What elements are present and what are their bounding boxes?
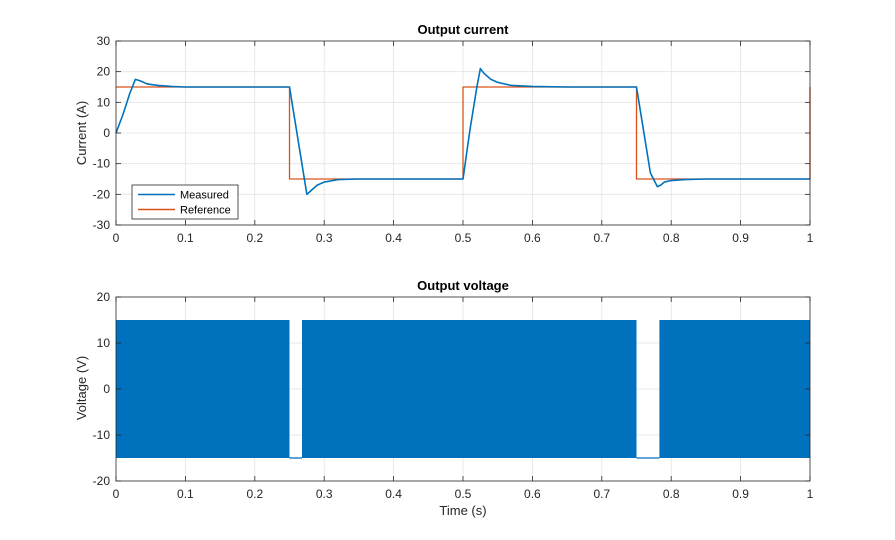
x-tick-label: 0.7	[593, 231, 610, 245]
x-tick-label: 0.6	[524, 231, 541, 245]
y-tick-label: 30	[97, 34, 111, 48]
x-tick-label: 0.3	[316, 231, 333, 245]
x-tick-label: 0.1	[177, 231, 194, 245]
legend-box	[131, 184, 239, 220]
y-tick-label: -20	[93, 474, 111, 488]
voltage-plot-ylabel: Voltage (V)	[74, 356, 89, 420]
x-tick-label: 0.9	[732, 231, 749, 245]
voltage-plot-ticks: 0 0.1 0.2 0.3 0.4 0.5 0.6 0.7 0.8 0.9 1 -20 -10 0 10 20	[93, 290, 814, 501]
pwm-switching-band	[116, 320, 290, 458]
legend-label-measured: Measured	[180, 190, 229, 202]
y-tick-label: 10	[97, 336, 111, 350]
x-tick-label: 0.9	[732, 487, 749, 501]
current-plot-ylabel: Current (A)	[74, 101, 89, 165]
legend-label-reference: Reference	[180, 205, 231, 217]
x-tick-label: 0.2	[246, 231, 263, 245]
current-plot: Output current Current (A) 0 0.1 0.2 0.3 0.4…	[74, 22, 814, 245]
y-tick-label: 0	[103, 382, 110, 396]
x-tick-label: 0	[113, 231, 120, 245]
current-plot-ticks: 0 0.1 0.2 0.3 0.4 0.5 0.6 0.7 0.8 0.9 1 -30 -20 -10 0 1…	[93, 34, 814, 245]
x-tick-label: 0.4	[385, 487, 402, 501]
y-tick-label: 20	[97, 290, 111, 304]
pwm-switching-band	[301, 320, 463, 458]
voltage-plot-title: Output voltage	[417, 278, 509, 293]
x-tick-label: 1	[807, 231, 814, 245]
x-tick-label: 0.7	[593, 487, 610, 501]
current-plot-series	[115, 67, 811, 196]
x-tick-label: 0.8	[663, 487, 680, 501]
pwm-switching-band	[463, 320, 637, 458]
y-tick-label: -10	[93, 428, 111, 442]
x-tick-label: 1	[807, 487, 814, 501]
y-tick-label: 10	[97, 95, 111, 109]
x-tick-label: 0.4	[385, 231, 402, 245]
x-tick-label: 0.5	[455, 231, 472, 245]
x-tick-label: 0.3	[316, 487, 333, 501]
pwm-switching-band	[659, 320, 810, 458]
y-tick-label: -30	[93, 218, 111, 232]
x-tick-label: 0.5	[455, 487, 472, 501]
series-line-measured	[115, 67, 810, 196]
x-tick-label: 0.1	[177, 487, 194, 501]
current-plot-title: Output current	[418, 22, 510, 37]
x-tick-label: 0.2	[246, 487, 263, 501]
y-tick-label: 20	[97, 65, 111, 79]
voltage-plot-series	[116, 320, 810, 459]
current-plot-legend: Measured Reference	[131, 184, 239, 220]
x-tick-label: 0	[113, 487, 120, 501]
y-tick-label: 0	[103, 126, 110, 140]
voltage-plot: Output voltage Voltage (V) Time (s) 0 0.1…	[74, 278, 814, 518]
x-tick-label: 0.8	[663, 231, 680, 245]
y-tick-label: -20	[93, 187, 111, 201]
voltage-plot-xlabel: Time (s)	[439, 503, 486, 518]
y-tick-label: -10	[93, 157, 111, 171]
x-tick-label: 0.6	[524, 487, 541, 501]
